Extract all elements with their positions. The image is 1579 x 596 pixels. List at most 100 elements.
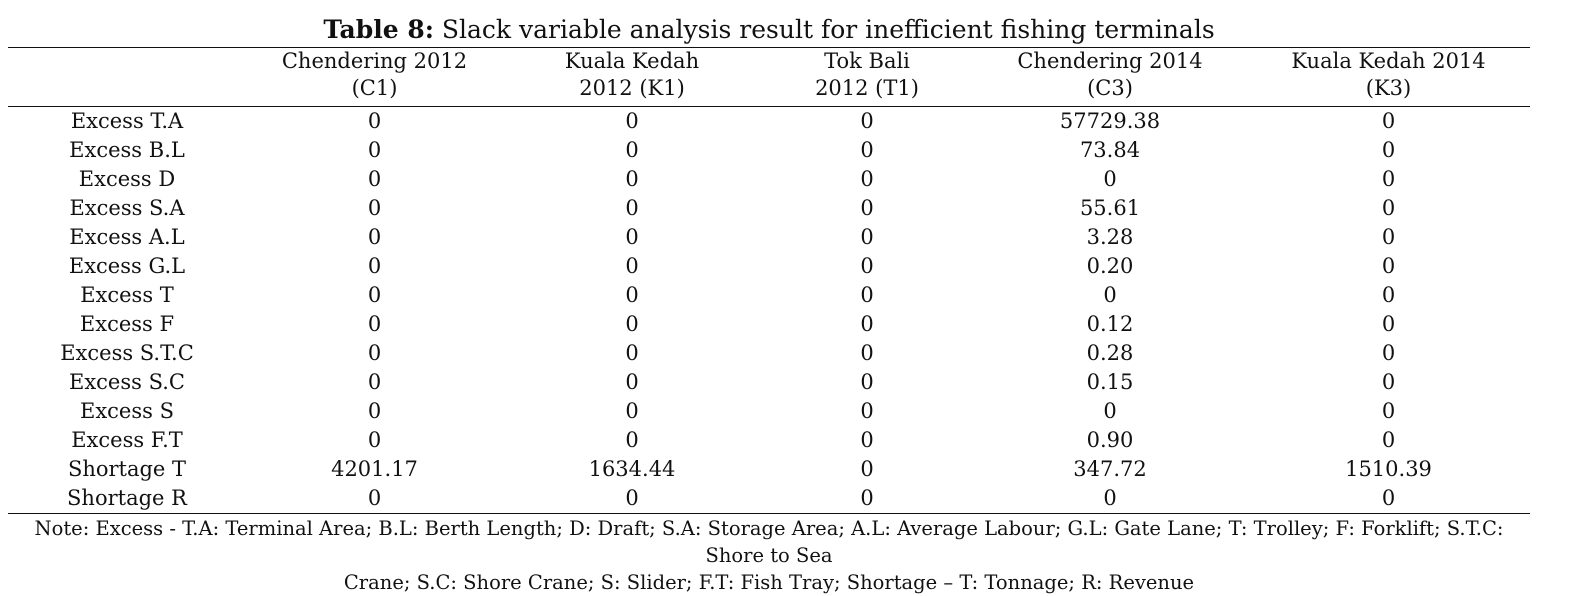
table-cell: 0 (1381, 254, 1396, 278)
table-cell: 0.15 (1086, 370, 1134, 394)
table-cell: 0 (367, 486, 382, 510)
table-cell: 57729.38 (1059, 109, 1161, 133)
table-row: Shortage R 0 0 0 0 0 (8, 484, 1530, 514)
table-cell: 0 (367, 167, 382, 191)
table-cell: 0 (1103, 486, 1117, 510)
header-line: Kuala Kedah (564, 49, 700, 73)
row-label-cell: Excess B.L (69, 138, 185, 162)
table-cell: 0 (367, 399, 382, 423)
header-line: (C3) (1087, 76, 1133, 100)
table-row: Excess A.L 0 0 0 3.28 0 (8, 223, 1530, 252)
header-line: (C1) (351, 76, 398, 100)
table-cell: 0 (367, 225, 382, 249)
row-label-cell: Excess G.L (68, 254, 186, 278)
header-line: 2012 (K1) (579, 76, 685, 100)
table-cell: 0 (367, 283, 382, 307)
table-cell: 0 (625, 109, 639, 133)
header-cell-c3: Chendering 2014 (C3) (973, 48, 1247, 107)
table-cell: 0 (860, 109, 874, 133)
row-label-cell: Excess T.A (70, 109, 184, 133)
table-row: Excess S.C 0 0 0 0.15 0 (8, 368, 1530, 397)
header-row: Chendering 2012 (C1) Kuala Kedah 2012 (K1)… (8, 47, 1530, 107)
table-cell: 0 (1381, 486, 1396, 510)
table-cell: 0 (1381, 399, 1396, 423)
table-cell: 0 (1381, 370, 1396, 394)
slack-variable-table: Chendering 2012 (C1) Kuala Kedah 2012 (K1)… (8, 47, 1530, 514)
table-cell: 0 (1381, 109, 1396, 133)
row-label-cell: Shortage R (67, 486, 187, 510)
table-cell: 4201.17 (331, 457, 418, 481)
table-cell: 0 (860, 283, 874, 307)
header-line: Chendering 2014 (1017, 49, 1203, 73)
table-cell: 0 (1381, 138, 1396, 162)
table-row: Excess T 0 0 0 0 0 (8, 281, 1530, 310)
table-cell: 1634.44 (588, 457, 676, 481)
table-cell: 0 (625, 138, 639, 162)
row-label-cell: Shortage T (67, 457, 187, 481)
table-row: Excess F 0 0 0 0.12 0 (8, 310, 1530, 339)
table-cell: 0 (1381, 196, 1396, 220)
row-label-cell: Excess S (80, 399, 174, 423)
table-container: Table 8: Slack variable analysis result … (8, 14, 1530, 596)
table-cell: 0 (860, 399, 874, 423)
row-label-cell: Excess D (78, 167, 176, 191)
table-row: Excess S.A 0 0 0 55.61 0 (8, 194, 1530, 223)
table-cell: 0 (860, 225, 874, 249)
table-row: Excess B.L 0 0 0 73.84 0 (8, 136, 1530, 165)
table-cell: 0 (860, 196, 874, 220)
row-label-cell: Excess S.C (69, 370, 185, 394)
table-cell: 0 (625, 254, 639, 278)
table-cell: 0 (860, 312, 874, 336)
table-caption: Table 8: Slack variable analysis result … (8, 14, 1530, 47)
row-label-cell: Excess F.T (71, 428, 183, 452)
table-cell: 1510.39 (1345, 457, 1432, 481)
header-line: Chendering 2012 (281, 49, 468, 73)
row-label-cell: Excess A.L (69, 225, 185, 249)
table-cell: 0 (625, 196, 639, 220)
table-note: Note: Excess - T.A: Terminal Area; B.L: … (8, 514, 1530, 596)
table-cell: 0.20 (1086, 254, 1134, 278)
table-cell: 0 (860, 254, 874, 278)
header-line: Tok Bali (824, 49, 910, 73)
table-cell: 3.28 (1086, 225, 1134, 249)
table-row: Excess T.A 0 0 0 57729.38 0 (8, 107, 1530, 137)
table-cell: 0 (625, 283, 639, 307)
table-cell: 0 (1103, 283, 1117, 307)
table-row: Shortage T 4201.17 1634.44 0 347.72 1510.39 (8, 455, 1530, 484)
table-cell: 73.84 (1079, 138, 1141, 162)
table-cell: 0 (367, 138, 382, 162)
header-line: 2012 (T1) (815, 76, 919, 100)
table-cell: 0.12 (1086, 312, 1134, 336)
table-note-line: Note: Excess - T.A: Terminal Area; B.L: … (34, 517, 1504, 567)
table-row: Excess G.L 0 0 0 0.20 0 (8, 252, 1530, 281)
table-cell: 0 (367, 428, 382, 452)
row-label-cell: Excess S.A (69, 196, 185, 220)
table-cell: 55.61 (1079, 196, 1141, 220)
table-cell: 0 (860, 341, 874, 365)
table-cell: 0 (860, 138, 874, 162)
header-cell-blank (8, 48, 246, 107)
row-label-cell: Excess F (79, 312, 175, 336)
table-note-line: Crane; S.C: Shore Crane; S: Slider; F.T:… (343, 571, 1195, 594)
table-cell: 0 (860, 486, 874, 510)
table-cell: 0 (367, 254, 382, 278)
table-body: Excess T.A 0 0 0 57729.38 0 Excess B.L 0 0 0 73.84… (8, 107, 1530, 514)
table-cell: 0 (625, 341, 639, 365)
table-cell: 0 (860, 428, 874, 452)
header-cell-c1: Chendering 2012 (C1) (246, 48, 503, 107)
table-cell: 0 (625, 225, 639, 249)
table-cell: 0.90 (1086, 428, 1134, 452)
table-cell: 0 (625, 486, 639, 510)
table-cell: 0 (367, 370, 382, 394)
row-label-cell: Excess T (80, 283, 174, 307)
table-cell: 0 (1103, 399, 1117, 423)
table-cell: 0 (625, 167, 639, 191)
table-cell: 0 (1103, 167, 1117, 191)
table-row: Excess F.T 0 0 0 0.90 0 (8, 426, 1530, 455)
table-cell: 0 (367, 196, 382, 220)
header-cell-k3: Kuala Kedah 2014 (K3) (1247, 48, 1530, 107)
table-cell: 0 (625, 428, 639, 452)
table-cell: 0 (860, 457, 874, 481)
table-cell: 0 (1381, 225, 1396, 249)
table-cell: 0 (1381, 283, 1396, 307)
